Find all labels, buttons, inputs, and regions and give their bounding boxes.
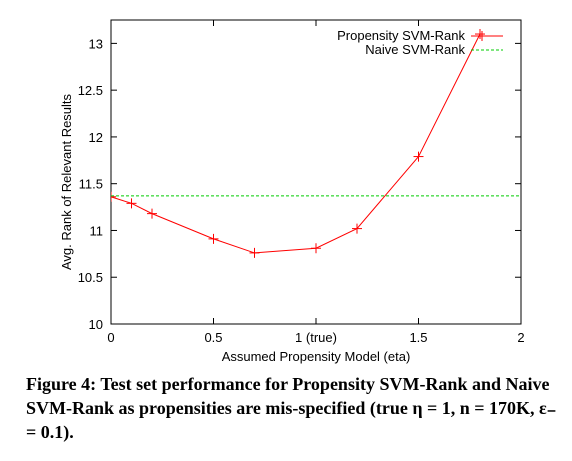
x-tick-label: 0.5 [204,330,222,345]
data-point-marker [352,223,362,234]
data-point-marker [147,208,157,219]
data-point-marker [126,198,137,209]
data-point-marker [413,151,424,162]
x-tick-label: 1.5 [409,330,427,345]
data-point-marker [249,247,260,258]
data-point-marker [208,233,219,244]
y-tick-label: 13 [89,36,103,51]
figure-caption: Figure 4: Test set performance for Prope… [26,374,557,442]
legend-label: Naive SVM-Rank [365,42,465,57]
x-tick-label: 1 (true) [295,330,337,345]
x-tick-label: 0 [107,330,114,345]
y-tick-label: 11 [90,223,104,238]
y-tick-label: 12.5 [78,83,103,98]
legend-label: Propensity SVM-Rank [337,28,465,43]
legend-item: Propensity SVM-Rank [337,28,503,43]
data-point-marker [475,29,485,40]
y-tick-label: 10 [89,317,103,332]
y-tick-label: 11.5 [79,177,103,192]
data-point-marker [111,191,116,202]
plot-frame [110,19,522,325]
x-axis-title: Assumed Propensity Model (eta) [222,349,411,364]
y-tick-label: 10.5 [78,270,103,285]
y-tick-label: 12 [89,130,103,145]
legend-item: Naive SVM-Rank [365,42,503,57]
x-tick-label: 2 [517,330,524,345]
series-line [111,33,481,254]
chart: 0 0.5 1 (true) 1.5 2 10 10.5 11 11.5 12 12.5 13 Pro… [59,19,525,364]
y-axis-title: Avg. Rank of Relevant Results [59,93,74,270]
data-point-marker [311,243,321,254]
series-0 [111,29,485,258]
